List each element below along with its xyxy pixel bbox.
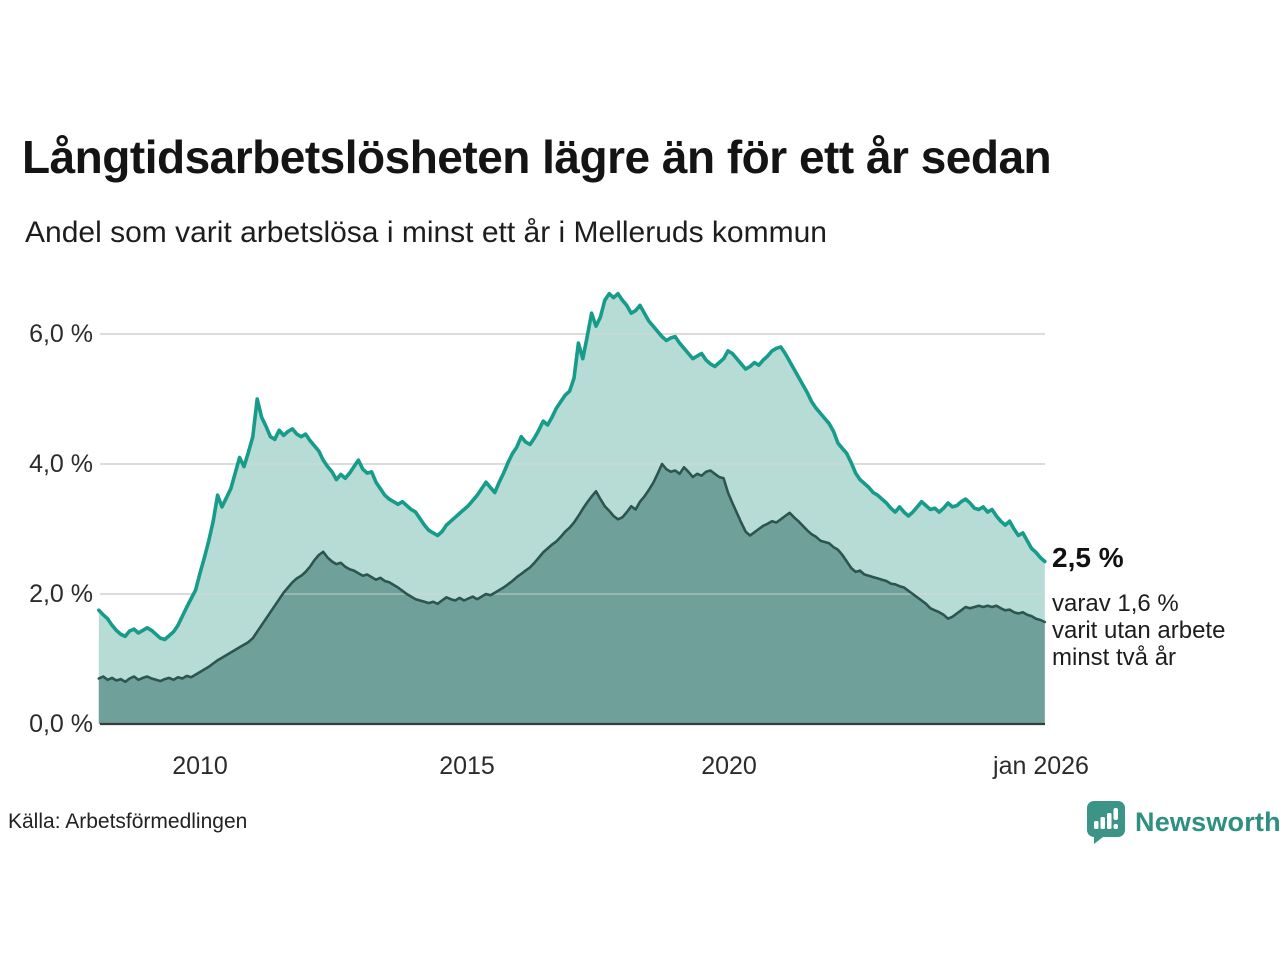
annotation-line-2: varit utan arbete xyxy=(1052,617,1226,644)
x-axis-tick-2020: 2020 xyxy=(701,752,757,780)
source-credit: Källa: Arbetsförmedlingen xyxy=(8,810,248,833)
chart-subtitle: Andel som varit arbetslösa i minst ett å… xyxy=(25,216,827,249)
page-title: Långtidsarbetslösheten lägre än för ett … xyxy=(22,131,1052,183)
latest-value-label: 2,5 % xyxy=(1052,542,1124,573)
newsworthy-logo-icon xyxy=(1087,801,1125,844)
newsworthy-brand: Newsworthy xyxy=(1086,800,1280,844)
x-axis-tick-2015: 2015 xyxy=(439,752,495,780)
annotation-line-1: varav 1,6 % xyxy=(1052,590,1179,617)
y-axis-tick-6: 6,0 % xyxy=(29,320,93,348)
y-axis-tick-4: 4,0 % xyxy=(29,450,93,478)
x-axis-tick-2010: 2010 xyxy=(172,752,228,780)
y-axis-tick-0: 0,0 % xyxy=(29,710,93,738)
y-axis-tick-2: 2,0 % xyxy=(29,580,93,608)
annotation-line-3: minst två år xyxy=(1052,644,1177,671)
brand-wordmark: Newsworthy xyxy=(1135,806,1280,837)
x-axis-tick-jan-2026: jan 2026 xyxy=(993,752,1089,780)
